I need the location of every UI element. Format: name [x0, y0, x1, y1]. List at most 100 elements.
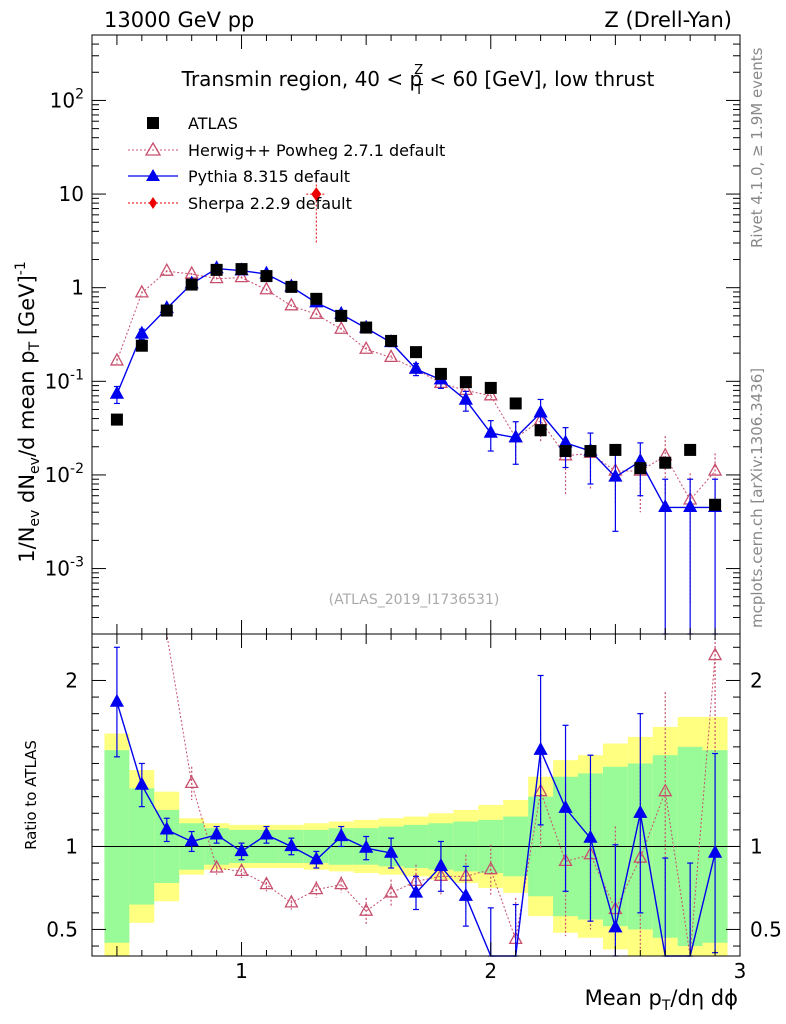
- atlas-point: [534, 424, 547, 437]
- pythia-ratio-point: [383, 844, 399, 858]
- pythia-point: [458, 391, 473, 405]
- atlas-point: [335, 309, 348, 322]
- atlas-point: [360, 321, 373, 334]
- legend-atlas-label: ATLAS: [188, 114, 238, 133]
- pythia-ratio-point: [608, 919, 623, 933]
- atlas-point: [410, 346, 422, 359]
- herwig-point: [334, 320, 349, 334]
- herwig-ratio-point: [334, 876, 349, 890]
- ratio-y-tick-label-right: 1: [750, 834, 763, 858]
- atlas-point: [459, 376, 472, 389]
- legend-pythia-marker: [146, 169, 160, 181]
- ratio-y-tick-label: 1: [65, 834, 78, 858]
- herwig-ratio-point: [483, 861, 498, 875]
- herwig-point: [134, 284, 149, 298]
- atlas-point: [110, 413, 123, 426]
- y-tick-label: 1: [71, 276, 84, 300]
- pythia-ratio-point: [159, 821, 174, 835]
- sherpa-point: [311, 187, 322, 202]
- atlas-point: [185, 278, 198, 291]
- ratio-panel: 1 2 30.5 0.51 12 2: [46, 633, 782, 983]
- pythia-ratio-point: [707, 844, 723, 858]
- title-sub: T: [414, 83, 423, 98]
- legend-sherpa-marker: [149, 197, 157, 209]
- legend-herwig-marker: [144, 141, 162, 156]
- herwig-ratio-point: [259, 876, 274, 890]
- herwig-point: [707, 462, 723, 476]
- atlas-point: [160, 304, 173, 317]
- atlas-point: [684, 443, 697, 456]
- pythia-ratio-point: [533, 741, 548, 755]
- legend-pythia-label: Pythia 8.315 default: [188, 167, 350, 186]
- ratio-y-tick-label: 2: [65, 668, 78, 692]
- x-tick-label: 3: [734, 959, 747, 983]
- atlas-point: [310, 292, 323, 305]
- atlas-point: [709, 498, 722, 511]
- pythia-ratio-point: [334, 828, 349, 842]
- y-axis-label-main: 1/Nev dNev/d mean pT [GeV]-1: [13, 261, 43, 562]
- herwig-ratio-point: [359, 902, 374, 916]
- pythia-point: [109, 385, 125, 399]
- pythia-ratio-point: [134, 776, 149, 790]
- y-axis-label-ratio: Ratio to ATLAS: [22, 740, 40, 850]
- herwig-point: [483, 387, 498, 401]
- legend-atlas-marker: [147, 117, 159, 129]
- herwig-point: [383, 349, 399, 363]
- pythia-ratio-point: [259, 826, 274, 840]
- pythia-point: [483, 424, 498, 438]
- pythia-ratio-point: [433, 858, 449, 872]
- atlas-point: [235, 263, 248, 276]
- pythia-point: [508, 429, 523, 443]
- atlas-point: [210, 263, 223, 276]
- herwig-point: [309, 305, 324, 319]
- herwig-ratio-point: [309, 881, 324, 895]
- y-tick-label: 10-3: [45, 555, 84, 581]
- atlas-point: [609, 443, 622, 456]
- herwig-ratio-point: [707, 647, 723, 661]
- atlas-point: [135, 339, 148, 352]
- atlas-point: [385, 334, 398, 347]
- herwig-ratio-point: [383, 884, 399, 898]
- pythia-ratio-point: [583, 829, 598, 843]
- legend-sherpa-label: Sherpa 2.2.9 default: [188, 194, 352, 213]
- y-tick-label: 10: [59, 182, 84, 206]
- header-left: 13000 GeV pp: [104, 8, 254, 32]
- atlas-point: [260, 270, 273, 283]
- x-tick-label: 2: [484, 959, 497, 983]
- y-tick-label: 10-2: [45, 461, 84, 487]
- legend-herwig-label: Herwig++ Powheg 2.7.1 default: [188, 141, 445, 160]
- herwig-point: [359, 340, 374, 354]
- herwig-ratio-point: [184, 775, 199, 789]
- atlas-point: [434, 367, 447, 380]
- herwig-point: [234, 269, 249, 283]
- atlas-point: [285, 280, 298, 293]
- ratio-y-tick-label-right: 2: [750, 668, 763, 692]
- legend: ATLAS Herwig++ Powheg 2.7.1 default Pyth…: [128, 114, 445, 213]
- herwig-ratio-point: [209, 859, 224, 873]
- x-tick-label: 1: [235, 959, 248, 983]
- atlas-point: [584, 445, 597, 458]
- atlas-point: [509, 397, 522, 410]
- pythia-ratio-point: [284, 838, 299, 852]
- title-prefix: Transmin region, 40 < p: [181, 67, 423, 91]
- herwig-ratio-point: [234, 862, 249, 877]
- pythia-ratio-point: [458, 887, 473, 901]
- pythia-point: [683, 499, 698, 513]
- pythia-ratio-point: [234, 843, 249, 857]
- watermark: (ATLAS_2019_I1736531): [329, 592, 500, 608]
- atlas-point: [559, 445, 572, 458]
- herwig-point: [109, 352, 125, 366]
- pythia-ratio-point: [309, 851, 324, 865]
- pythia-point: [533, 404, 548, 418]
- y-tick-label: 10-1: [45, 367, 84, 393]
- pythia-point: [134, 325, 149, 339]
- x-axis-label: Mean pT/dη dϕ: [585, 986, 738, 1014]
- pythia-line: [116, 267, 716, 509]
- atlas-point: [484, 381, 497, 394]
- herwig-ratio-point: [284, 894, 299, 908]
- panel-title: Transmin region, 40 < pZ T < 60 [GeV], lo…: [181, 63, 655, 98]
- pythia-ratio-point: [633, 804, 648, 818]
- herwig-point: [259, 281, 274, 295]
- herwig-line: [116, 270, 716, 501]
